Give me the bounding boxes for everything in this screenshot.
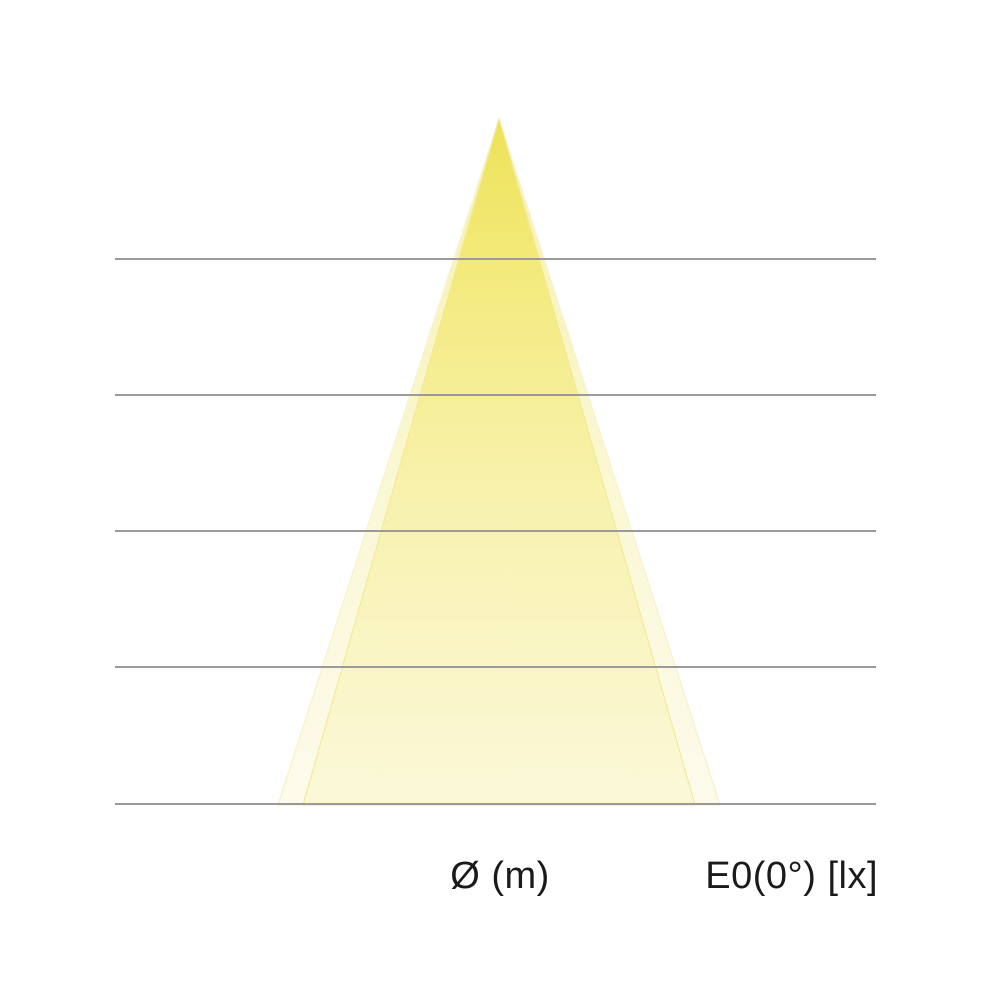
inner-beam-cone [302,117,696,806]
distance-line [115,803,876,805]
distance-line [115,530,876,532]
distance-line [115,394,876,396]
illuminance-unit-label: E0(0°) [lx] [705,855,878,897]
distance-line [115,258,876,260]
diameter-unit-label: Ø (m) [450,855,550,897]
distance-line [115,666,876,668]
